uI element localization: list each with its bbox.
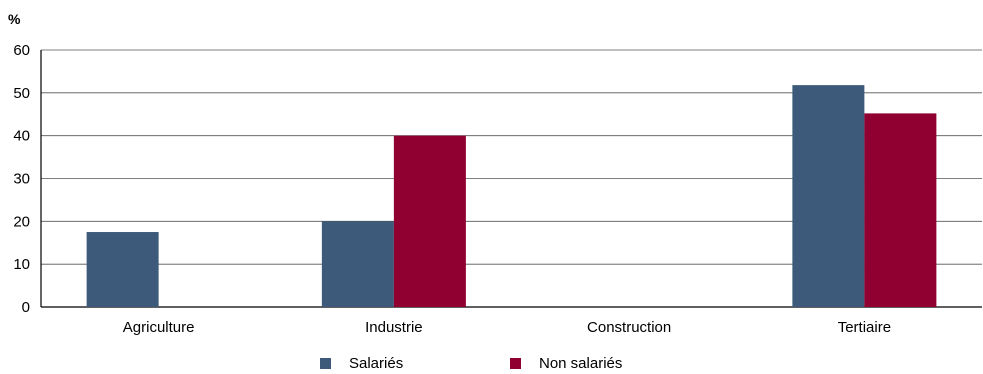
y-tick-label: 50 bbox=[13, 85, 30, 102]
y-tick-label: 20 bbox=[13, 213, 30, 230]
bar-tertiaire-non-salaries bbox=[864, 113, 937, 307]
legend-label: Salariés bbox=[349, 355, 403, 372]
legend: Salariés Non salariés bbox=[320, 355, 622, 372]
y-unit-label: % bbox=[8, 11, 21, 27]
bar-industrie-salaries bbox=[321, 221, 394, 307]
bar-industrie-non-salaries bbox=[393, 135, 466, 307]
x-axis-labels: Agriculture Industrie Construction Tertiair… bbox=[123, 319, 891, 336]
x-tick-label: Industrie bbox=[365, 319, 423, 336]
y-tick-label: 60 bbox=[13, 42, 30, 59]
y-tick-label: 0 bbox=[22, 299, 30, 316]
legend-swatch bbox=[510, 358, 521, 369]
x-tick-label: Construction bbox=[587, 319, 671, 336]
x-tick-label: Tertiaire bbox=[838, 319, 891, 336]
y-tick-label: 30 bbox=[13, 171, 30, 188]
bar-tertiaire-salaries bbox=[792, 85, 865, 307]
legend-label: Non salariés bbox=[539, 355, 622, 372]
bar-agriculture-salaries bbox=[86, 232, 159, 307]
legend-swatch bbox=[320, 358, 331, 369]
x-tick-label: Agriculture bbox=[123, 319, 195, 336]
y-tick-label: 10 bbox=[13, 256, 30, 273]
y-tick-label: 40 bbox=[13, 128, 30, 145]
bars bbox=[86, 85, 937, 307]
y-axis-ticks: 0 10 20 30 40 50 60 bbox=[13, 42, 30, 316]
